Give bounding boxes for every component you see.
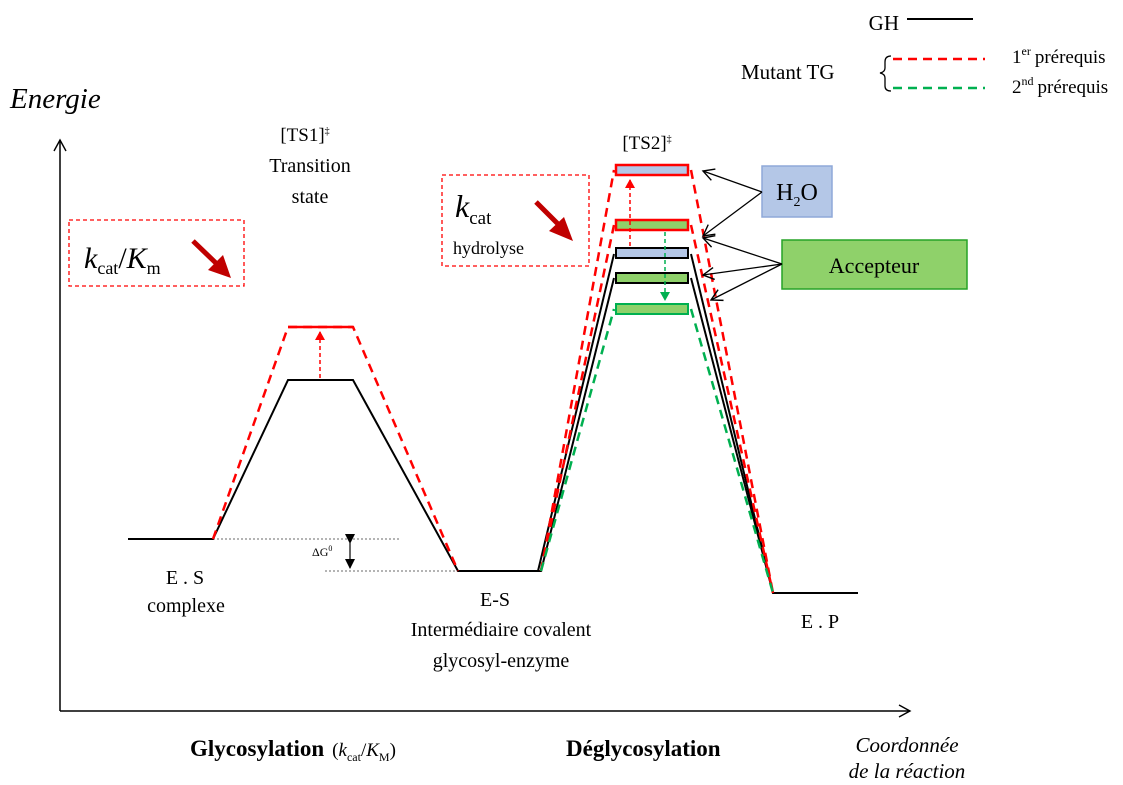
legend-req1-label: 1er prérequis <box>1012 44 1106 68</box>
legend-req2-label: 2nd prérequis <box>1012 74 1108 98</box>
legend-mutant-label: Mutant TG <box>741 60 835 84</box>
ecov-label-line2: Intermédiaire covalent <box>411 619 592 641</box>
x-axis-label-line2: de la réaction <box>849 759 966 783</box>
kcat-km-box: kcat/Km <box>68 219 245 287</box>
ts2-acc-gh-bar <box>615 272 689 284</box>
legend-brace <box>879 55 892 92</box>
h2o-arrow-upper <box>701 168 763 193</box>
acc-arrow-3 <box>709 263 783 302</box>
deglycosylation-label: Déglycosylation <box>566 736 721 761</box>
ecov-label-line1: E-S <box>480 589 510 611</box>
ts2-acc-mutant-bar <box>614 218 690 232</box>
kcat-hydrolyse-box: kcat hydrolyse <box>441 174 590 267</box>
es-label-line2: complexe <box>147 595 225 617</box>
glycosylation-label: Glycosylation (kcat/KM) <box>190 736 396 764</box>
svg-text:kcat/Km: kcat/Km <box>84 242 161 278</box>
legend-gh-label: GH <box>869 11 899 35</box>
req1-profile <box>211 169 775 594</box>
accepteur-box: Accepteur <box>781 239 968 290</box>
svg-text:hydrolyse: hydrolyse <box>453 238 524 258</box>
legend: GH Mutant TG 1er prérequis 2nd prérequis <box>741 11 1108 98</box>
es-label-line1: E . S <box>166 567 204 589</box>
down-red-arrowhead <box>208 255 231 278</box>
ts1-label: [TS1]‡ <box>280 125 329 146</box>
y-axis-label: Energie <box>9 83 101 115</box>
ts2-acc-req2-bar <box>615 303 689 315</box>
ts2-levels <box>614 163 690 315</box>
svg-text:kcat: kcat <box>455 188 492 229</box>
down-red-arrow-icon <box>191 239 221 268</box>
ts2-h2o-gh-bar <box>615 247 689 259</box>
acc-arrow-2 <box>701 263 783 281</box>
gh-profile <box>128 253 858 594</box>
x-axis-label-line1: Coordonnée <box>855 733 958 757</box>
delta-g-label: ΔG0 <box>312 544 332 559</box>
svg-text:H2O: H2O <box>776 180 818 210</box>
ep-label: E . P <box>801 611 839 633</box>
ts2-h2o-mutant-bar <box>614 163 690 177</box>
down-red-arrow-icon-2 <box>534 200 563 229</box>
ts1-transition: Transition <box>269 155 351 177</box>
ecov-label-line3: glycosyl-enzyme <box>433 650 570 672</box>
h2o-box: H2O <box>761 165 833 218</box>
axes <box>53 138 912 718</box>
h2o-arrow-lower <box>701 191 763 237</box>
req2-profile <box>539 308 775 594</box>
ts1-state: state <box>292 186 329 208</box>
acc-arrow-1 <box>701 235 783 265</box>
ts2-label: [TS2]‡ <box>622 133 671 154</box>
svg-text:Accepteur: Accepteur <box>829 253 920 278</box>
